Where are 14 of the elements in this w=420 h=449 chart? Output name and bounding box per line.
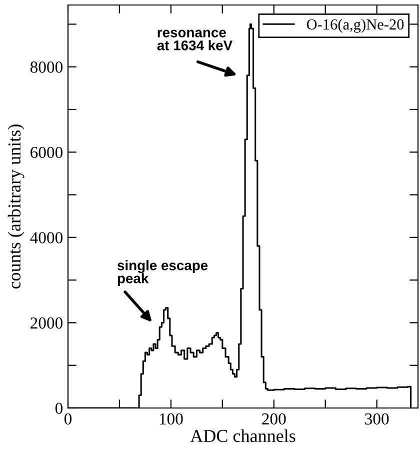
y-tick-label: 0	[55, 402, 63, 414]
annotation: resonance at 1634 keV	[157, 30, 232, 50]
legend-label: O-16(a,g)Ne-20	[306, 18, 404, 33]
x-tick-label: 0	[64, 413, 72, 425]
y-axis-title: counts (arbitrary units)	[8, 124, 24, 289]
y-tick-label: 4000	[30, 232, 63, 244]
x-tick-label: 300	[365, 413, 389, 425]
x-axis-title: ADC channels	[190, 429, 296, 442]
y-tick-label: 8000	[30, 62, 63, 73]
x-tick-label: 100	[160, 413, 183, 425]
y-tick-label: 6000	[30, 146, 63, 158]
annotation: single escape peak	[117, 260, 208, 286]
x-tick-label: 200	[262, 413, 286, 425]
y-tick-label: 2000	[30, 317, 63, 329]
